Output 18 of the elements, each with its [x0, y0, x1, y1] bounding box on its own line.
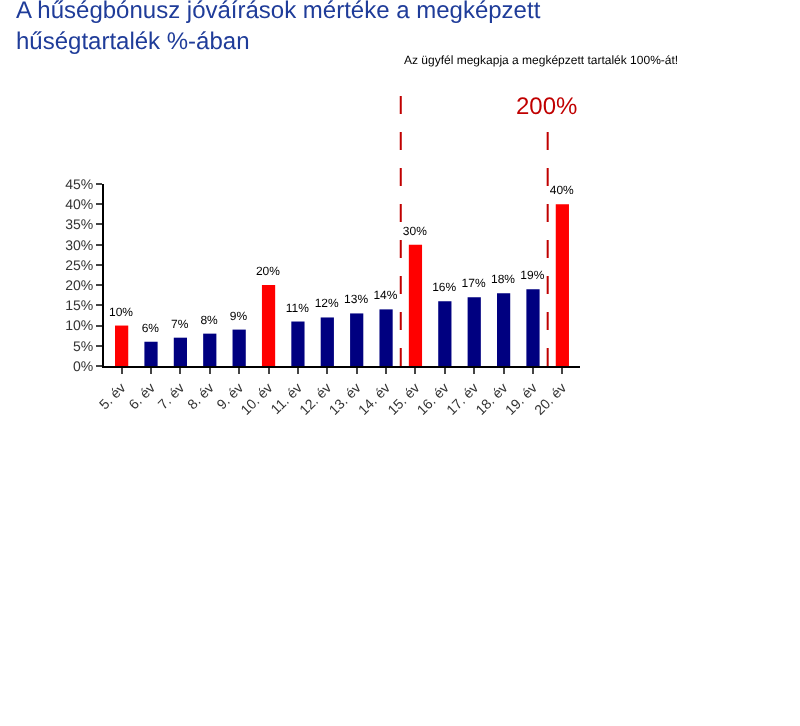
bar [497, 293, 511, 366]
bar [144, 341, 158, 366]
bar [203, 333, 217, 366]
bar [467, 297, 481, 366]
bar [379, 309, 393, 366]
bar [555, 204, 569, 366]
chart-title: A hűségbónusz jóváírások mértéke a megképzett hűségtartalék %-ában [16, 0, 542, 56]
bar [350, 313, 364, 366]
bar [408, 244, 423, 366]
bar [261, 285, 276, 366]
bar [232, 329, 246, 366]
bar [438, 301, 452, 366]
bar [115, 325, 129, 366]
bar [291, 321, 305, 366]
bar [320, 317, 334, 366]
bar [173, 337, 187, 366]
text: 200% [516, 92, 579, 120]
bar [526, 289, 540, 366]
